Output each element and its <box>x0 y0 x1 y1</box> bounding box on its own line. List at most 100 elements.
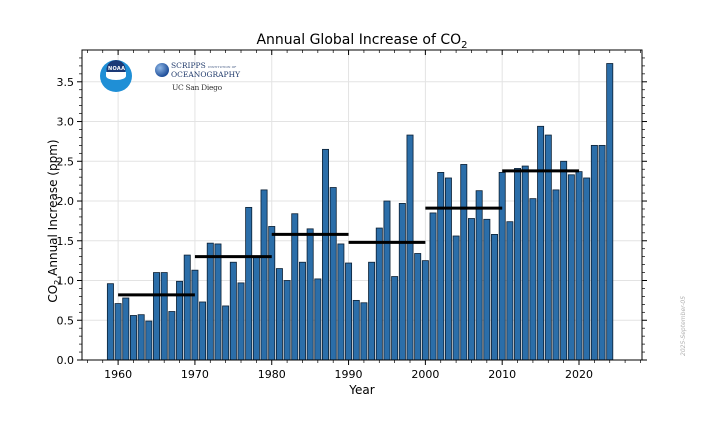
bar-2024 <box>606 63 614 361</box>
bar-1970 <box>191 269 199 361</box>
bar-1962 <box>129 315 137 361</box>
scripps-name: SCRIPPS <box>171 61 206 70</box>
y-tick-label: 3.0 <box>57 116 75 129</box>
bar-2002 <box>437 172 445 361</box>
bar-1987 <box>322 148 329 361</box>
bar-2016 <box>544 134 552 361</box>
bar-series <box>106 63 614 361</box>
bar-1994 <box>375 227 383 361</box>
bar-1993 <box>368 261 376 361</box>
bar-2013 <box>521 165 529 361</box>
bar-1971 <box>199 301 207 361</box>
bar-1989 <box>337 243 345 361</box>
y-axis-label: CO2 Annual Increase (ppm) <box>46 139 62 302</box>
bar-2005 <box>460 164 468 361</box>
bar-2020 <box>575 171 583 361</box>
y-tick-label: 3.5 <box>57 76 75 89</box>
bar-1975 <box>229 261 237 361</box>
x-tick-labels: 1960 1970 1980 1990 2000 2010 2020 <box>104 368 593 381</box>
bar-2022 <box>590 144 598 361</box>
bar-1974 <box>222 305 230 361</box>
bar-1991 <box>352 299 360 361</box>
bar-1960 <box>114 303 122 361</box>
bar-1968 <box>176 280 184 361</box>
bar-2010 <box>498 172 506 361</box>
bar-2007 <box>475 190 483 361</box>
bar-1959 <box>106 283 114 361</box>
plot-frame <box>81 49 643 361</box>
bar-1981 <box>275 268 283 361</box>
x-axis-label: Year <box>348 383 374 397</box>
bar-1961 <box>122 297 130 361</box>
x-tick-label: 1990 <box>335 368 363 381</box>
bar-2012 <box>514 168 522 361</box>
bar-1984 <box>298 261 306 361</box>
bar-1988 <box>329 187 337 361</box>
bar-1995 <box>383 200 391 361</box>
y-tick-labels: 0.0 0.5 1.0 1.5 2.0 2.5 3.0 3.5 <box>57 76 75 367</box>
y-tick-label: 0.0 <box>57 354 75 367</box>
bar-2017 <box>552 189 560 361</box>
x-tick-label: 2020 <box>565 368 593 381</box>
bar-1973 <box>214 243 222 361</box>
bar-2008 <box>483 218 491 361</box>
bar-1997 <box>398 203 406 361</box>
bar-1977 <box>245 206 253 361</box>
bar-1985 <box>306 228 314 361</box>
y-tick-label: 1.5 <box>57 235 75 248</box>
bar-2015 <box>537 125 545 361</box>
bar-2014 <box>529 198 537 361</box>
bar-2018 <box>560 160 568 361</box>
bar-1979 <box>260 189 268 361</box>
y-tick-label: 2.5 <box>57 155 75 168</box>
x-tick-label: 1970 <box>181 368 209 381</box>
bar-1998 <box>406 134 414 361</box>
bar-1986 <box>314 278 322 361</box>
bar-1999 <box>414 253 422 361</box>
bar-2021 <box>583 177 591 361</box>
x-tick-label: 1960 <box>104 368 132 381</box>
date-stamp: 2025-September-05 <box>680 295 687 356</box>
chart-title: Annual Global Increase of CO2 <box>256 32 467 51</box>
bar-2011 <box>506 221 514 361</box>
bar-1976 <box>237 282 245 361</box>
bar-1978 <box>252 257 260 361</box>
bar-1972 <box>206 242 214 361</box>
y-tick-label: 0.5 <box>57 314 75 327</box>
bar-1964 <box>145 320 153 361</box>
bar-1967 <box>168 311 176 361</box>
bar-2001 <box>429 212 437 361</box>
y-tick-label: 2.0 <box>57 195 75 208</box>
bar-2019 <box>567 174 575 361</box>
bar-1996 <box>391 276 399 361</box>
bar-2023 <box>598 144 606 361</box>
bar-2003 <box>444 177 452 361</box>
bar-1982 <box>283 280 291 361</box>
x-tick-label: 2000 <box>411 368 439 381</box>
scripps-globe-icon <box>155 63 169 77</box>
oceanography-name: OCEANOGRAPHY <box>171 70 241 79</box>
institution-logos: NOAA SCRIPPS INSTITUTION OF OCEANOGRAPHY… <box>100 60 250 96</box>
bar-2004 <box>452 235 460 361</box>
bar-1963 <box>137 314 145 361</box>
noaa-logo-icon: NOAA <box>100 60 132 92</box>
bar-1980 <box>268 226 276 361</box>
y-tick-label: 1.0 <box>57 275 75 288</box>
axis-ticks <box>77 50 647 365</box>
bar-1990 <box>345 262 353 361</box>
x-tick-label: 2010 <box>488 368 516 381</box>
scripps-subtitle: INSTITUTION OF <box>208 65 237 69</box>
ucsd-logo-text: UC San Diego <box>172 83 222 92</box>
x-tick-label: 1980 <box>258 368 286 381</box>
bar-1965 <box>153 272 160 361</box>
decade-mean-lines <box>118 169 580 297</box>
bar-2009 <box>491 234 498 361</box>
noaa-logo-text: NOAA <box>108 66 126 72</box>
bar-2000 <box>421 260 429 361</box>
bar-1969 <box>183 254 191 361</box>
bar-2006 <box>467 218 475 361</box>
bar-1992 <box>360 302 368 361</box>
bar-1966 <box>160 272 168 361</box>
scripps-logo-text: SCRIPPS INSTITUTION OF OCEANOGRAPHY <box>171 61 241 79</box>
